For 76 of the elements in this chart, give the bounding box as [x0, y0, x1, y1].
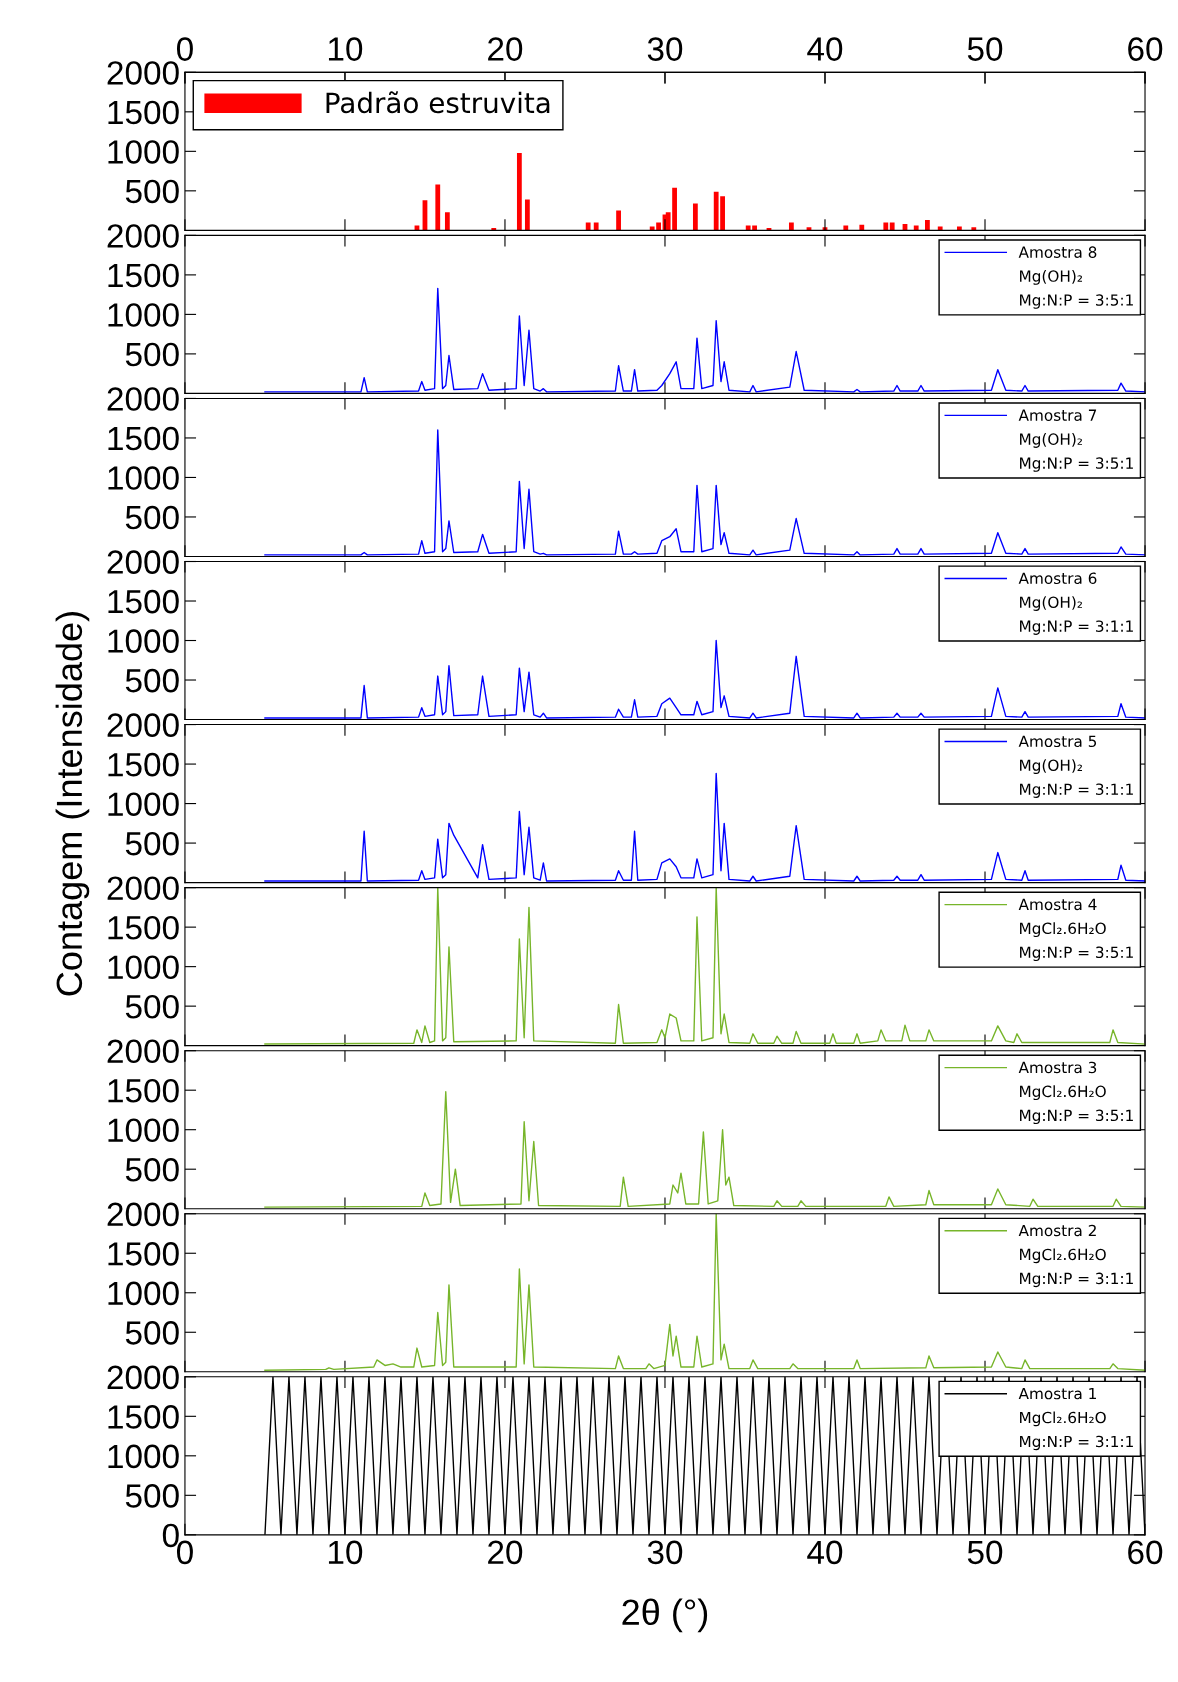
legend-label: Padrão estruvita — [326, 91, 550, 114]
y-tick-label: 2000 — [107, 224, 179, 248]
y-tick-label: 2000 — [107, 713, 179, 737]
y-tick-label: 1500 — [108, 426, 179, 451]
annotation: Mg(OH)₂ — [1020, 270, 1083, 285]
annotation: Mg(OH)₂ — [1020, 759, 1083, 774]
y-tick-label: 2000 — [107, 61, 179, 85]
annotation: Mg:N:P = 3:1:1 — [1020, 1435, 1133, 1451]
x-tick-label: 60 — [1128, 1540, 1163, 1565]
annotation: Mg(OH)₂ — [1020, 596, 1083, 611]
annotation: Mg:N:P = 3:1:1 — [1020, 1272, 1133, 1288]
y-tick-label: 1000 — [108, 792, 179, 816]
y-tick-label: 500 — [125, 1484, 179, 1508]
x2-tick-label: 20 — [488, 37, 523, 61]
y-tick-label: 2000 — [107, 550, 179, 574]
annotation: MgCl₂.6H₂O — [1020, 1085, 1106, 1101]
y-axis-title: Contagem (Intensidade) — [55, 612, 90, 996]
annotation: Mg:N:P = 3:5:1 — [1020, 1109, 1133, 1125]
y-tick-label: 500 — [125, 179, 179, 204]
y-tick-label: 2000 — [107, 387, 179, 411]
annotation: Mg(OH)₂ — [1020, 433, 1083, 448]
annotation: MgCl₂.6H₂O — [1020, 922, 1106, 938]
y-tick-label: 500 — [125, 668, 179, 693]
y-tick-label: 1000 — [108, 1118, 179, 1143]
legend-label: Amostra 5 — [1018, 735, 1097, 748]
annotation: Mg:N:P = 3:1:1 — [1020, 783, 1133, 798]
y-tick-label: 1500 — [108, 100, 179, 125]
y-tick-label: 1000 — [108, 629, 179, 653]
x-tick-label: 20 — [488, 1540, 523, 1565]
x-axis-title: 2θ (°) — [622, 1598, 708, 1633]
y-tick-label: 1000 — [108, 1444, 179, 1469]
y-tick-label: 1500 — [108, 1242, 179, 1266]
y-tick-label: 1000 — [108, 1281, 179, 1306]
y-tick-label: 1500 — [108, 1405, 179, 1429]
x2-tick-label: 40 — [807, 37, 843, 61]
legend-label: Amostra 4 — [1018, 898, 1097, 911]
legend-label: Amostra 7 — [1018, 409, 1097, 421]
y-tick-label: 0 — [162, 1523, 179, 1548]
legend-label: Amostra 1 — [1018, 1387, 1096, 1400]
legend-label: Amostra 8 — [1018, 246, 1097, 258]
y-tick-label: 500 — [125, 342, 179, 367]
y-tick-label: 2000 — [107, 1202, 179, 1227]
legend-label: Amostra 6 — [1018, 572, 1097, 585]
x2-tick-label: 30 — [647, 37, 683, 61]
x2-tick-label: 60 — [1128, 37, 1163, 61]
y-tick-label: 2000 — [107, 876, 179, 901]
y-tick-label: 1500 — [108, 1078, 179, 1103]
y-tick-label: 500 — [125, 831, 179, 856]
legend-label: Amostra 2 — [1018, 1224, 1096, 1237]
y-tick-label: 1000 — [108, 140, 179, 164]
y-tick-label: 500 — [125, 994, 179, 1019]
x-tick-label: 10 — [328, 1540, 363, 1565]
y-tick-label: 1500 — [108, 752, 179, 777]
y-tick-label: 500 — [125, 1321, 179, 1345]
y-tick-label: 500 — [125, 1158, 179, 1182]
y-tick-label: 1500 — [108, 915, 179, 940]
annotation: Mg:N:P = 3:5:1 — [1020, 294, 1133, 309]
y-tick-label: 500 — [125, 505, 179, 530]
x2-tick-label: 10 — [328, 37, 363, 61]
x-tick-label: 30 — [647, 1540, 683, 1565]
x-tick-label: 40 — [807, 1540, 843, 1565]
annotation: MgCl₂.6H₂O — [1020, 1411, 1106, 1427]
y-tick-label: 1500 — [108, 263, 179, 288]
annotation: Mg:N:P = 3:5:1 — [1020, 946, 1133, 962]
y-tick-label: 1500 — [108, 589, 179, 614]
x-tick-label: 50 — [967, 1540, 1003, 1565]
y-tick-label: 2000 — [107, 1365, 179, 1390]
annotation: Mg:N:P = 3:1:1 — [1020, 620, 1133, 635]
annotation: MgCl₂.6H₂O — [1020, 1248, 1106, 1264]
y-tick-label: 1000 — [108, 955, 179, 980]
y-tick-label: 1000 — [108, 466, 179, 490]
legend-label: Amostra 3 — [1018, 1061, 1097, 1074]
y-tick-label: 2000 — [107, 1039, 179, 1064]
annotation: Mg:N:P = 3:5:1 — [1020, 457, 1133, 472]
y-tick-label: 1000 — [108, 303, 179, 327]
x2-tick-label: 50 — [967, 37, 1003, 61]
